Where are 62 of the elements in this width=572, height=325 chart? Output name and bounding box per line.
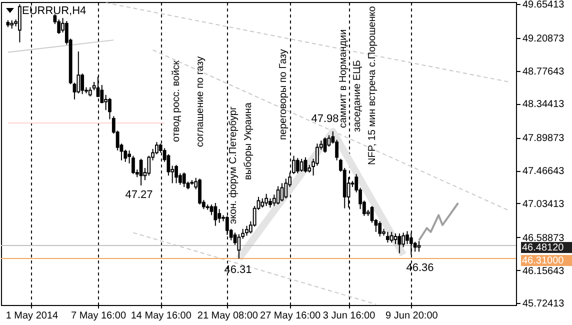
annotation: 47.27 [125, 189, 153, 201]
y-tick-label: 47.03413 [522, 198, 565, 210]
candlestick [394, 232, 398, 245]
candlestick [378, 220, 382, 237]
y-tick-label: 46.15643 [522, 266, 565, 277]
candlestick [166, 154, 170, 176]
y-tick-label: 49.20873 [522, 33, 565, 44]
candlestick [276, 186, 280, 206]
y-tick-label: 46.58873 [522, 232, 565, 244]
x-tick-label: 3 Jun 16:00 [322, 310, 376, 322]
annotation: соглашение по газу [195, 56, 206, 147]
candlestick [139, 158, 143, 186]
y-tick-label: 47.46643 [522, 166, 565, 178]
candlestick [284, 178, 288, 199]
candlestick [214, 202, 218, 226]
candlestick [296, 158, 300, 174]
ref-line-label: 46.31000 [522, 256, 564, 267]
candlestick [417, 240, 421, 252]
y-tick-label: 47.89873 [522, 133, 565, 144]
x-tick-label: 1 May 2014 [6, 310, 59, 322]
x-tick-label: 9 Jun 20:00 [386, 310, 438, 322]
candlestick [370, 206, 374, 224]
annotation: NFP, 15 мин встреча с.Порошенко [367, 6, 378, 165]
annotation: заседание ЕЦБ [352, 60, 363, 132]
annotation: отвод росс. войск [171, 60, 182, 142]
candlestick [104, 94, 108, 111]
candlestick [264, 193, 268, 207]
candlestick [147, 155, 151, 176]
x-tick-label: 14 May 16:00 [130, 310, 192, 322]
candlestick [245, 225, 248, 236]
annotation: саммит в Нормандии [338, 29, 349, 128]
y-tick-label: 49.65413 [522, 0, 565, 10]
annotation: переговоры по Газу [278, 49, 289, 140]
candlestick [260, 198, 264, 208]
chart-title: EURRUR,H4 [22, 5, 86, 17]
candlestick [268, 198, 272, 208]
annotation: 46.31 [224, 264, 252, 276]
y-tick-label: 48.34413 [522, 99, 565, 110]
x-tick-label: 7 May 16:00 [70, 310, 126, 322]
annotation: экон. форум С.Петербург [228, 106, 239, 224]
candlestick [174, 164, 178, 184]
annotation: выборы Украина [243, 102, 254, 180]
annotation: 47.98 [311, 113, 339, 125]
x-tick-label: 27 May 16:00 [260, 310, 322, 322]
candlestick [210, 204, 214, 216]
candlestick [218, 208, 222, 224]
candlestick [300, 158, 304, 172]
candlestick [237, 234, 241, 260]
line-series [418, 202, 460, 242]
y-tick-label: 45.72413 [522, 298, 565, 310]
candlestick [108, 97, 112, 120]
x-tick-label: 21 May 08:00 [197, 310, 258, 322]
candlestick [386, 231, 390, 244]
candlestick [198, 178, 202, 206]
ref-line-label: 46.48120 [522, 242, 564, 254]
candlestick [398, 232, 402, 254]
candlestick [390, 231, 394, 244]
annotation: 46.36 [406, 262, 434, 274]
candlestick [182, 172, 186, 188]
candlestick [304, 156, 308, 174]
candlestick [80, 73, 84, 95]
y-tick-label: 48.77643 [522, 66, 565, 78]
